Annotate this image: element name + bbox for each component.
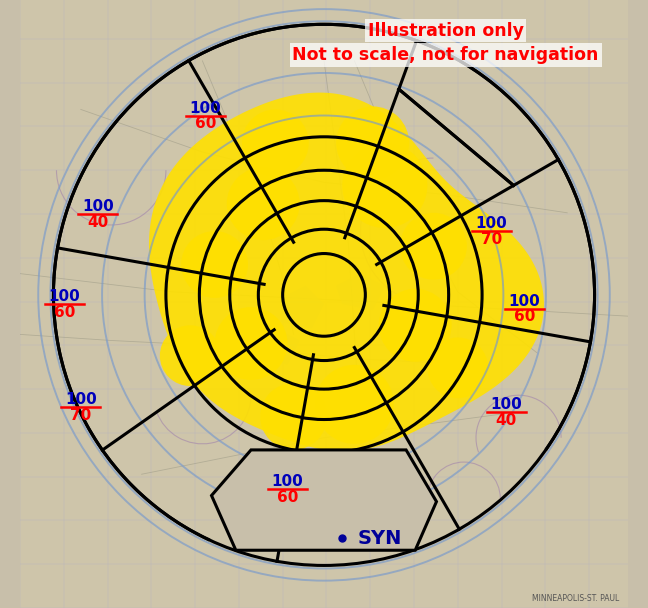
Text: 60: 60 [514,309,535,325]
Text: 70: 70 [70,408,91,423]
Text: 60: 60 [195,116,216,131]
Text: 100: 100 [190,100,222,116]
Polygon shape [211,450,437,550]
Text: 100: 100 [49,289,80,304]
Text: 100: 100 [65,392,97,407]
Text: 60: 60 [277,490,298,505]
Text: 60: 60 [54,305,75,320]
Text: MINNEAPOLIS-ST. PAUL: MINNEAPOLIS-ST. PAUL [531,594,619,603]
Circle shape [342,143,428,228]
Polygon shape [149,92,544,451]
Text: 100: 100 [82,199,113,214]
Text: 100: 100 [509,294,540,309]
Circle shape [242,109,309,176]
Circle shape [378,289,452,362]
Circle shape [315,365,394,444]
Circle shape [260,383,327,450]
Text: 40: 40 [496,413,517,428]
Circle shape [336,106,409,179]
Circle shape [214,307,288,380]
Polygon shape [336,274,385,310]
Circle shape [160,325,220,386]
Text: 70: 70 [481,232,502,247]
Text: Illustration only: Illustration only [367,21,524,40]
Text: 40: 40 [87,215,108,230]
Text: 100: 100 [491,397,522,412]
Polygon shape [281,286,324,328]
Circle shape [181,231,248,298]
Polygon shape [245,328,299,365]
Text: 100: 100 [476,216,507,231]
Circle shape [400,213,467,280]
Circle shape [227,167,299,240]
Text: 100: 100 [272,474,303,489]
Circle shape [428,337,488,398]
Text: Not to scale, not for navigation: Not to scale, not for navigation [292,46,599,64]
Text: SYN: SYN [358,528,402,548]
